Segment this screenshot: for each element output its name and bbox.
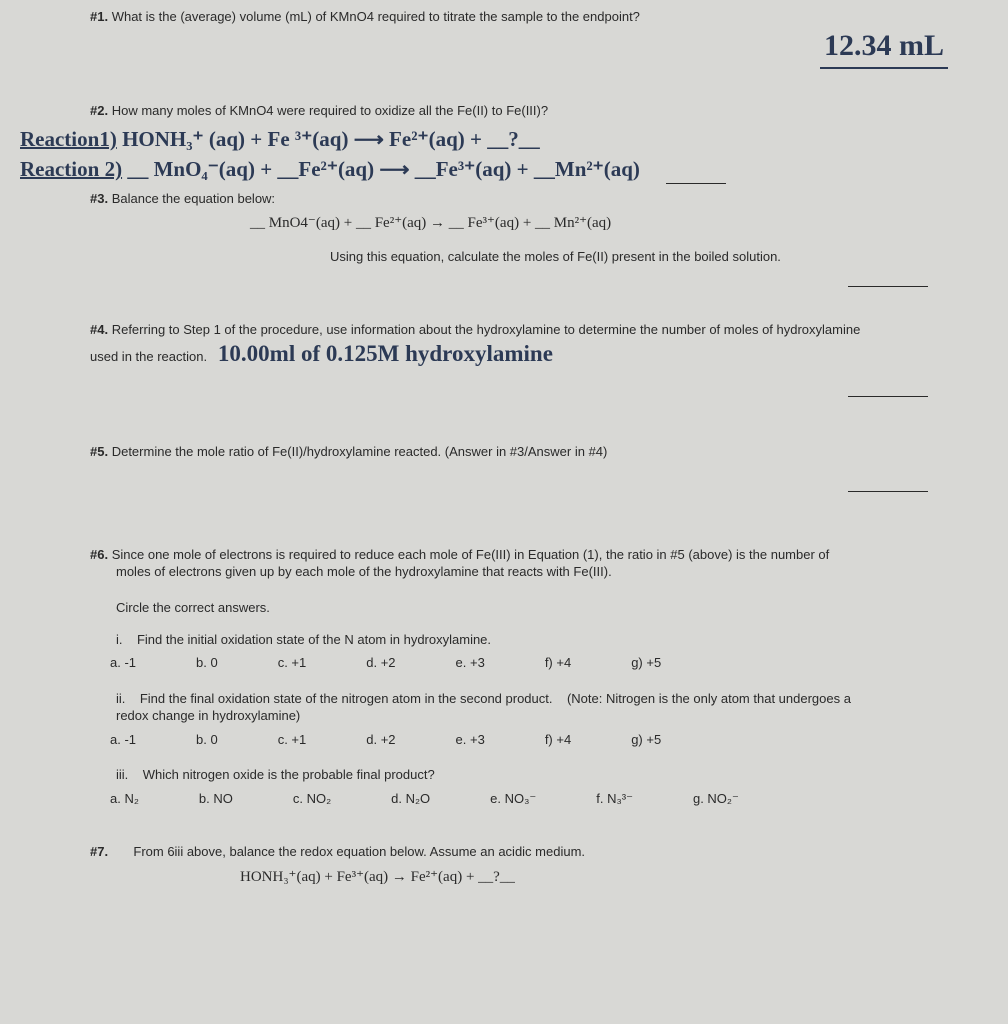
choice[interactable]: e. +3: [456, 654, 485, 672]
q3-equation: __ MnO4⁻(aq) + __ Fe²⁺(aq) → __ Fe³⁺(aq)…: [250, 213, 988, 233]
choice[interactable]: e. +3: [456, 731, 485, 749]
q6-ii-label: ii.: [116, 691, 125, 706]
reaction-1-body: HONH₃⁺ (aq) + Fe ³⁺(aq) ⟶ Fe²⁺(aq) + __?…: [122, 127, 540, 151]
q1-answer-handwritten: 12.34 mL: [820, 26, 948, 69]
choice[interactable]: f) +4: [545, 654, 571, 672]
choice[interactable]: c. +1: [278, 731, 307, 749]
q6-i-label: i.: [116, 632, 123, 647]
q6-iii: iii. Which nitrogen oxide is the probabl…: [116, 766, 988, 784]
choice[interactable]: c. +1: [278, 654, 307, 672]
q6-i-choices: a. -1 b. 0 c. +1 d. +2 e. +3 f) +4 g) +5: [110, 654, 988, 672]
q3-text: Balance the equation below:: [112, 191, 275, 206]
q4-handwritten: 10.00ml of 0.125M hydroxylamine: [218, 341, 553, 366]
choice[interactable]: d. N₂O: [391, 790, 430, 808]
question-7: #7. From 6iii above, balance the redox e…: [90, 843, 988, 861]
q6-iii-choices: a. N₂ b. NO c. NO₂ d. N₂O e. NO₃⁻ f. N₃³…: [110, 790, 988, 808]
choice[interactable]: d. +2: [366, 731, 395, 749]
q7-equation: HONH₃⁺(aq) + Fe³⁺(aq) → Fe²⁺(aq) + __?__: [240, 867, 988, 887]
question-3: #3. Balance the equation below:: [90, 190, 988, 208]
q7-text: From 6iii above, balance the redox equat…: [133, 844, 585, 859]
reaction-2-label: Reaction 2): [20, 157, 122, 181]
choice[interactable]: b. 0: [196, 731, 218, 749]
choice[interactable]: a. -1: [110, 654, 136, 672]
choice[interactable]: b. NO: [199, 790, 233, 808]
q1-text: What is the (average) volume (mL) of KMn…: [112, 9, 640, 24]
choice[interactable]: f) +4: [545, 731, 571, 749]
q5-num: #5.: [90, 444, 108, 459]
choice[interactable]: f. N₃³⁻: [596, 790, 633, 808]
question-6: #6. Since one mole of electrons is requi…: [90, 546, 988, 581]
q5-text: Determine the mole ratio of Fe(II)/hydro…: [112, 444, 608, 459]
choice[interactable]: e. NO₃⁻: [490, 790, 536, 808]
q4-text2: used in the reaction.: [90, 349, 207, 364]
q6-i: i. Find the initial oxidation state of t…: [116, 631, 988, 649]
q4-num: #4.: [90, 322, 108, 337]
q6-ii: ii. Find the final oxidation state of th…: [116, 690, 988, 725]
q4-answer-blank: [848, 383, 928, 397]
question-5: #5. Determine the mole ratio of Fe(II)/h…: [90, 443, 988, 461]
q3-num: #3.: [90, 191, 108, 206]
choice[interactable]: c. NO₂: [293, 790, 331, 808]
q6-num: #6.: [90, 547, 108, 562]
q6-ii-question: Find the final oxidation state of the ni…: [140, 691, 553, 706]
q3-answer-blank: [848, 273, 928, 287]
q3-subtext: Using this equation, calculate the moles…: [330, 248, 988, 266]
q6-ii-question2: redox change in hydroxylamine): [116, 708, 300, 723]
q2-text: How many moles of KMnO4 were required to…: [112, 103, 548, 118]
q6-circle-instruction: Circle the correct answers.: [116, 599, 988, 617]
q6-text2: moles of electrons given up by each mole…: [116, 564, 612, 579]
q1-num: #1.: [90, 9, 108, 24]
q6-i-question: Find the initial oxidation state of the …: [137, 632, 491, 647]
reaction-2-handwritten: Reaction 2) __ MnO₄⁻(aq) + __Fe²⁺(aq) ⟶ …: [10, 155, 988, 183]
q6-iii-question: Which nitrogen oxide is the probable fin…: [143, 767, 435, 782]
reaction-1-handwritten: Reaction1) HONH₃⁺ (aq) + Fe ³⁺(aq) ⟶ Fe²…: [10, 125, 988, 153]
choice[interactable]: b. 0: [196, 654, 218, 672]
q4-text: Referring to Step 1 of the procedure, us…: [112, 322, 861, 337]
q7-num: #7.: [90, 844, 108, 859]
reaction-1-label: Reaction1): [20, 127, 117, 151]
q2-num: #2.: [90, 103, 108, 118]
reaction-2-body: __ MnO₄⁻(aq) + __Fe²⁺(aq) ⟶ __Fe³⁺(aq) +…: [127, 157, 640, 181]
choice[interactable]: g) +5: [631, 731, 661, 749]
q6-iii-label: iii.: [116, 767, 128, 782]
question-2: #2. How many moles of KMnO4 were require…: [90, 102, 988, 120]
choice[interactable]: d. +2: [366, 654, 395, 672]
q6-text: Since one mole of electrons is required …: [112, 547, 830, 562]
q6-ii-note: (Note: Nitrogen is the only atom that un…: [567, 691, 851, 706]
question-4: #4. Referring to Step 1 of the procedure…: [90, 321, 988, 370]
question-1: #1. What is the (average) volume (mL) of…: [90, 8, 988, 26]
choice[interactable]: g) +5: [631, 654, 661, 672]
choice[interactable]: g. NO₂⁻: [693, 790, 739, 808]
choice[interactable]: a. -1: [110, 731, 136, 749]
choice[interactable]: a. N₂: [110, 790, 139, 808]
q5-answer-blank: [848, 478, 928, 492]
q6-ii-choices: a. -1 b. 0 c. +1 d. +2 e. +3 f) +4 g) +5: [110, 731, 988, 749]
